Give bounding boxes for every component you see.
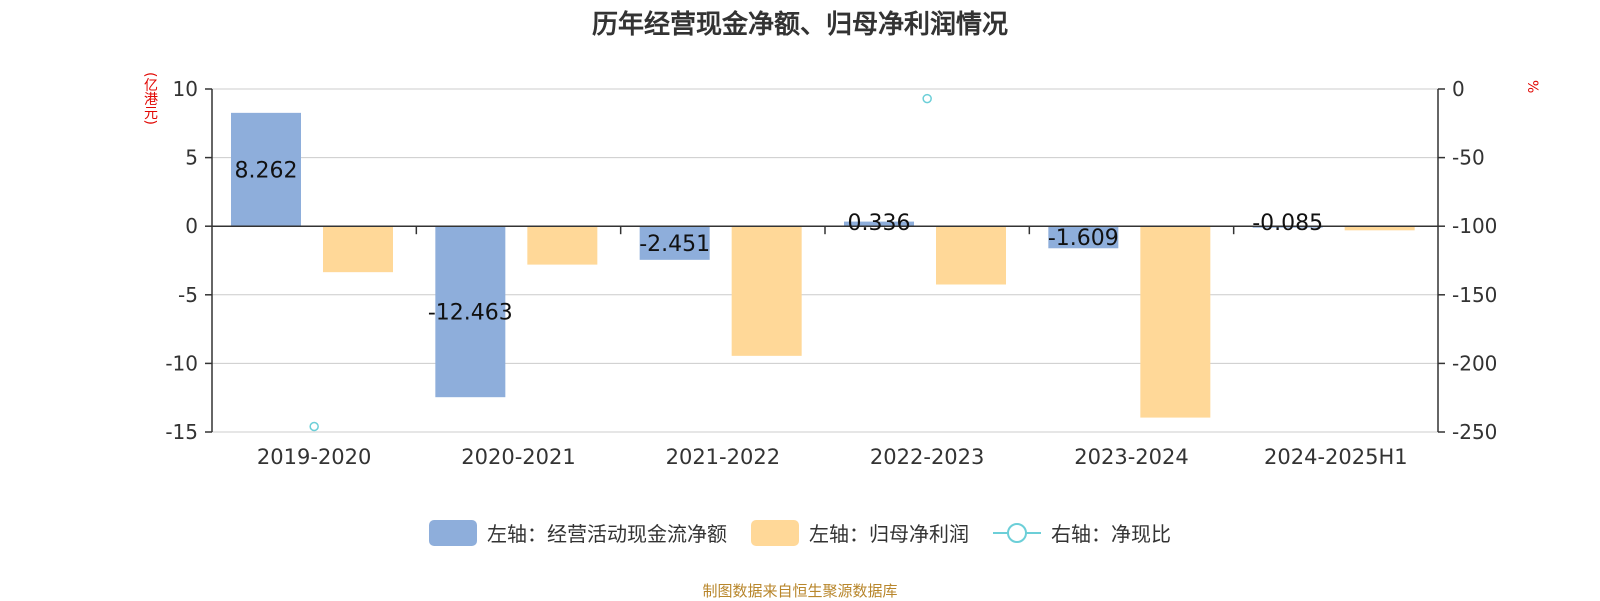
- cash-ratio-point: [309, 421, 319, 432]
- legend-label: 左轴：归母净利润: [809, 522, 969, 546]
- bar-net-profit: [527, 226, 598, 265]
- right-axis-tick-label: 0: [1452, 77, 1465, 101]
- legend-item-net-profit[interactable]: 左轴：归母净利润: [751, 518, 969, 547]
- legend-item-operating-cashflow[interactable]: 左轴：经营活动现金流净额: [429, 518, 727, 547]
- x-axis-category-label: 2020-2021: [461, 445, 575, 469]
- data-label: -12.463: [428, 301, 513, 326]
- legend-label: 左轴：经营活动现金流净额: [487, 522, 727, 546]
- left-axis-tick-label: 10: [173, 77, 198, 101]
- bar-operating-cashflow: [231, 112, 301, 227]
- cash-ratio-point: [922, 93, 932, 104]
- data-label: 0.336: [848, 211, 911, 236]
- left-axis-tick-label: 5: [185, 146, 198, 170]
- right-axis-tick-label: -250: [1452, 420, 1497, 444]
- legend-line-circle-icon: [993, 522, 1041, 543]
- data-label: -0.085: [1252, 211, 1323, 236]
- chart-title: 历年经营现金净额、归母净利润情况: [591, 10, 1008, 40]
- data-label: -1.609: [1048, 226, 1119, 251]
- x-axis-category-label: 2023-2024: [1074, 445, 1188, 469]
- bar-operating-cashflow: [435, 226, 506, 398]
- bar-operating-cashflow: [844, 221, 914, 227]
- right-axis-tick-label: -150: [1452, 283, 1497, 307]
- left-axis-tick-label: -10: [165, 351, 198, 375]
- x-axis-category-label: 2022-2023: [870, 445, 984, 469]
- legend-swatch-bar1: [429, 519, 477, 546]
- chart-legend: 左轴：经营活动现金流净额 左轴：归母净利润 右轴：净现比: [0, 518, 1600, 547]
- right-axis-tick-label: -200: [1452, 351, 1497, 375]
- bar-net-profit: [731, 226, 802, 356]
- data-label: -2.451: [639, 232, 710, 257]
- left-axis-tick-label: -5: [178, 283, 198, 307]
- bar-net-profit: [1344, 226, 1415, 231]
- left-axis-tick-label: -15: [165, 420, 198, 444]
- legend-swatch-bar2: [751, 519, 799, 546]
- right-axis-tick-label: -100: [1452, 214, 1497, 238]
- bar-net-profit: [1140, 226, 1211, 418]
- left-axis-tick-label: 0: [185, 214, 198, 238]
- bar-net-profit: [936, 226, 1006, 285]
- bar-operating-cashflow: [1048, 226, 1119, 249]
- bar-operating-cashflow: [639, 226, 710, 260]
- legend-label: 右轴：净现比: [1051, 522, 1171, 546]
- data-source-note: 制图数据来自恒生聚源数据库: [702, 582, 898, 600]
- right-axis-tick-label: -50: [1452, 146, 1485, 170]
- left-axis-unit: (亿港元): [142, 72, 158, 125]
- x-axis-category-label: 2019-2020: [257, 445, 371, 469]
- x-axis-category-label: 2021-2022: [666, 445, 780, 469]
- legend-item-cash-ratio[interactable]: 右轴：净现比: [993, 518, 1171, 547]
- bar-net-profit: [323, 226, 393, 273]
- x-axis-category-label: 2024-2025H1: [1264, 445, 1408, 469]
- data-label: 8.262: [235, 159, 298, 184]
